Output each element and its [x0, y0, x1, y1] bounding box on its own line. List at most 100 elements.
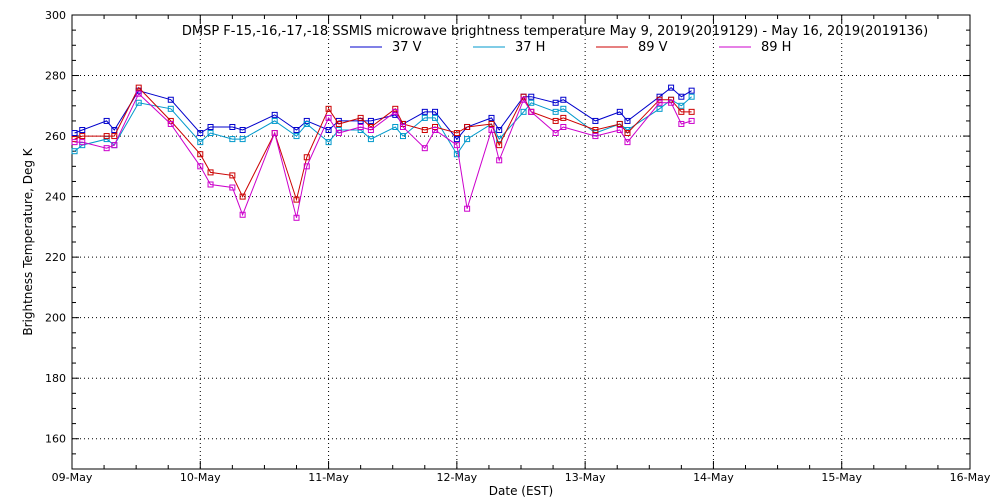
- data-point: [111, 133, 118, 140]
- data-point: [688, 87, 695, 94]
- data-point: [432, 108, 439, 115]
- series-layer: [71, 84, 695, 221]
- data-point: [79, 133, 86, 140]
- data-point: [357, 114, 364, 121]
- y-tick-label: 260: [45, 130, 66, 143]
- data-point: [271, 117, 278, 124]
- data-point: [367, 127, 374, 134]
- data-point: [79, 127, 86, 134]
- data-point: [103, 117, 110, 124]
- data-point: [207, 130, 214, 137]
- data-point: [325, 105, 332, 112]
- data-point: [79, 139, 86, 146]
- data-point: [488, 114, 495, 121]
- data-point: [453, 136, 460, 143]
- data-point: [197, 151, 204, 158]
- legend: 37 V 37 H 89 V 89 H: [350, 40, 791, 55]
- series-line: [74, 96, 692, 156]
- data-point: [592, 127, 599, 134]
- data-point: [624, 117, 631, 124]
- data-point: [656, 96, 663, 103]
- data-point: [167, 105, 174, 112]
- data-point: [197, 139, 204, 146]
- data-point: [325, 127, 332, 134]
- data-point: [197, 130, 204, 137]
- data-point: [239, 136, 246, 143]
- data-point: [325, 139, 332, 146]
- data-point: [560, 123, 567, 130]
- data-point: [678, 120, 685, 127]
- data-point: [71, 130, 78, 137]
- x-tick-label: 12-May: [436, 471, 477, 484]
- chart-title: DMSP F-15,-16,-17,-18 SSMIS microwave br…: [182, 24, 928, 39]
- data-point: [103, 145, 110, 152]
- data-point: [421, 127, 428, 134]
- data-point: [678, 108, 685, 115]
- data-point: [207, 169, 214, 176]
- data-point: [335, 130, 342, 137]
- data-point: [71, 148, 78, 155]
- data-point: [552, 117, 559, 124]
- data-point: [464, 136, 471, 143]
- data-point: [552, 108, 559, 115]
- data-point: [560, 96, 567, 103]
- data-point: [592, 130, 599, 137]
- data-point: [616, 127, 623, 134]
- data-point: [303, 163, 310, 170]
- legend-label: 89 V: [638, 40, 668, 55]
- data-point: [229, 172, 236, 179]
- data-point: [552, 130, 559, 137]
- x-tick-label: 14-May: [693, 471, 734, 484]
- data-point: [271, 130, 278, 137]
- data-point: [520, 96, 527, 103]
- data-point: [616, 108, 623, 115]
- data-point: [453, 151, 460, 158]
- y-tick-label: 240: [45, 191, 66, 204]
- data-point: [592, 133, 599, 140]
- data-point: [688, 117, 695, 124]
- data-point: [688, 108, 695, 115]
- data-point: [392, 108, 399, 115]
- data-point: [421, 108, 428, 115]
- data-point: [229, 136, 236, 143]
- grid: [72, 15, 970, 469]
- data-point: [135, 99, 142, 106]
- data-point: [624, 139, 631, 146]
- data-point: [560, 114, 567, 121]
- data-point: [399, 133, 406, 140]
- data-point: [464, 123, 471, 130]
- data-point: [678, 93, 685, 100]
- data-point: [592, 117, 599, 124]
- legend-label: 89 H: [761, 40, 791, 55]
- x-tick-label: 10-May: [180, 471, 221, 484]
- data-point: [229, 123, 236, 130]
- data-point: [229, 184, 236, 191]
- data-point: [293, 196, 300, 203]
- data-point: [616, 120, 623, 127]
- data-point: [357, 123, 364, 130]
- data-point: [79, 142, 86, 149]
- data-point: [488, 127, 495, 134]
- data-point: [688, 93, 695, 100]
- data-point: [656, 105, 663, 112]
- data-point: [624, 130, 631, 137]
- x-tick-label: 09-May: [52, 471, 93, 484]
- data-point: [528, 93, 535, 100]
- data-point: [325, 114, 332, 121]
- data-point: [668, 99, 675, 106]
- x-tick-label: 13-May: [565, 471, 606, 484]
- data-point: [293, 127, 300, 134]
- data-point: [560, 105, 567, 112]
- y-tick-label: 220: [45, 251, 66, 264]
- data-point: [668, 96, 675, 103]
- legend-label: 37 H: [515, 40, 545, 55]
- data-point: [678, 102, 685, 109]
- data-point: [167, 96, 174, 103]
- data-point: [528, 108, 535, 115]
- data-point: [668, 84, 675, 91]
- plot-frame: [71, 14, 971, 470]
- series-37-h: [71, 93, 695, 158]
- series-line: [74, 92, 692, 218]
- x-tick-label: 15-May: [821, 471, 862, 484]
- x-axis: 09-May 10-May 11-May 12-May 13-May 14-May 15-M…: [52, 15, 991, 484]
